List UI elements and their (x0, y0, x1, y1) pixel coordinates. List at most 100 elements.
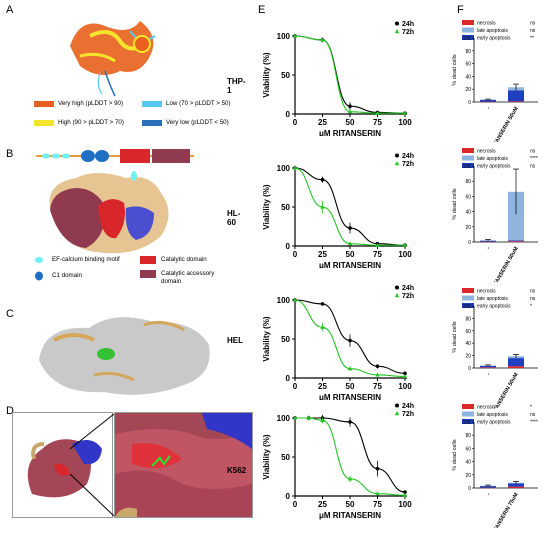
legend-label: necrosis (477, 405, 496, 411)
data-point (375, 466, 380, 471)
y-tick-label: 100 (463, 164, 472, 170)
bar-segment-early-apoptosis (480, 240, 496, 242)
data-point (402, 110, 408, 115)
data-point (347, 241, 353, 246)
legend-label: late apoptosis (477, 28, 508, 34)
category-label: - (486, 106, 492, 111)
x-tick-label: 50 (346, 250, 355, 259)
legend-significance: ns (530, 296, 536, 302)
y-tick-label: 60 (465, 194, 471, 200)
legend-marker (394, 411, 400, 416)
bar-segment-early-apoptosis (480, 486, 496, 488)
data-point (402, 492, 408, 497)
dead-cells-chart-1: necrosis ns late apoptosis ns early apoptosi… (452, 20, 538, 142)
category-label: RITANSERIN 75uM (490, 492, 520, 528)
bar-segment-necrosis (508, 486, 524, 488)
legend-swatch (462, 27, 474, 33)
x-tick-label: 50 (346, 500, 355, 509)
y-axis-label: % dead cells (452, 439, 458, 470)
x-tick-label: 25 (318, 118, 327, 127)
dead-cells-chart-2: necrosis ns late apoptosis **** early apopto… (452, 148, 538, 282)
data-point (403, 371, 407, 376)
legend-label: late apoptosis (477, 156, 508, 162)
x-tick-label: 0 (293, 500, 298, 509)
data-point (375, 242, 380, 247)
y-tick-label: 0 (286, 492, 291, 501)
c1-domain-marker (35, 271, 43, 281)
legend-marker (394, 161, 400, 166)
data-point (348, 104, 352, 108)
data-point (320, 177, 325, 182)
legend-label: 72h (402, 411, 414, 418)
legend-swatch (462, 404, 474, 409)
data-point (403, 490, 407, 494)
data-point (375, 491, 380, 496)
data-point (347, 109, 353, 114)
legend-label: 24h (402, 21, 414, 28)
x-tick-label: 75 (373, 250, 382, 259)
x-axis-label: μM RITANSERIN (319, 261, 381, 268)
y-tick-label: 20 (465, 354, 471, 360)
legend-significance: * (530, 405, 532, 411)
legend-label: early apoptosis (477, 304, 511, 310)
bar-segment-early-apoptosis (508, 240, 524, 242)
data-point (292, 415, 298, 420)
data-point (402, 374, 408, 379)
bar-segment-necrosis (508, 241, 524, 242)
data-point (292, 165, 298, 170)
y-axis-label: Viability (%) (262, 52, 271, 98)
y-axis-label: % dead cells (452, 188, 458, 219)
x-tick-label: 25 (318, 250, 327, 259)
x-tick-label: 100 (398, 250, 412, 259)
catalytic-domain-swatch (140, 256, 156, 264)
y-tick-label: 20 (465, 225, 471, 231)
legend-label: 72h (402, 293, 414, 300)
legend-marker (395, 21, 399, 26)
data-point (375, 364, 380, 369)
y-tick-label: 50 (281, 453, 290, 462)
legend-significance: ns (530, 164, 536, 170)
y-tick-label: 0 (286, 110, 291, 119)
y-tick-label: 60 (465, 329, 471, 335)
x-axis-label: μM RITANSERIN (319, 511, 381, 520)
bar-segment-necrosis (508, 366, 524, 368)
cell-line-hl60: HL-60 (227, 209, 241, 227)
data-point (375, 372, 380, 377)
legend-marker (394, 29, 400, 34)
plddt-very-low-swatch (142, 120, 162, 126)
bar-segment-necrosis (480, 241, 496, 243)
x-tick-label: 0 (293, 382, 298, 391)
x-tick-label: 50 (346, 382, 355, 391)
y-tick-label: 0 (468, 100, 471, 106)
catalytic-domain-label: Catalytic domain (161, 256, 207, 263)
legend-label: 24h (402, 153, 414, 160)
legend-significance: ns (530, 28, 536, 34)
legend-marker (395, 285, 399, 290)
ef-calcium-marker (35, 257, 43, 263)
bar-segment-necrosis (480, 367, 496, 368)
legend-significance: ** (530, 36, 534, 42)
y-tick-label: 100 (277, 32, 291, 41)
panel-label-e: E (258, 4, 266, 16)
y-axis-label: Viability (%) (262, 184, 271, 230)
x-tick-label: 75 (373, 118, 382, 127)
legend-label: 24h (402, 285, 414, 292)
y-axis-label: Viability (%) (262, 316, 271, 362)
panel-label-f: F (457, 4, 464, 16)
x-axis-label: μM RITANSERIN (319, 393, 381, 400)
data-point (320, 418, 325, 422)
y-tick-label: 0 (286, 242, 291, 251)
legend-label: 72h (402, 161, 414, 168)
legend-marker (395, 153, 399, 158)
y-tick-label: 80 (465, 179, 471, 185)
plddt-low-swatch (142, 101, 162, 107)
legend-swatch (462, 148, 474, 153)
category-label: - (486, 492, 492, 497)
legend-label: 24h (402, 403, 414, 410)
plddt-very-high-swatch (34, 101, 54, 107)
legend-swatch (462, 411, 474, 417)
viability-chart-hel: 0 50 100 0 25 50 75 100 μM RITANSERIN Viability (… (262, 285, 414, 400)
domain-architecture-diagram (36, 149, 194, 254)
y-tick-label: 0 (468, 486, 471, 492)
legend-label: 72h (402, 29, 414, 36)
